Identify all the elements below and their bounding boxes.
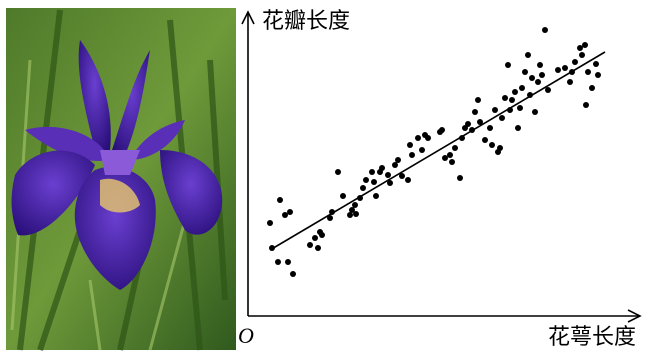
- data-point: [329, 209, 335, 215]
- data-point: [593, 61, 599, 67]
- data-point: [357, 195, 363, 201]
- data-point: [425, 135, 431, 141]
- data-point: [379, 165, 385, 171]
- data-point: [373, 193, 379, 199]
- data-point: [442, 155, 448, 161]
- data-point: [492, 107, 498, 113]
- data-point: [537, 62, 543, 68]
- data-point: [583, 102, 589, 108]
- data-point: [572, 59, 578, 65]
- data-point: [502, 95, 508, 101]
- data-point: [327, 215, 333, 221]
- fit-line: [270, 52, 605, 250]
- data-point: [542, 27, 548, 33]
- data-point: [312, 235, 318, 241]
- data-point: [387, 180, 393, 186]
- y-axis-label: 花瓣长度: [262, 9, 350, 34]
- data-point: [569, 69, 575, 75]
- data-point: [507, 107, 513, 113]
- data-point: [459, 135, 465, 141]
- data-point: [472, 109, 478, 115]
- data-point: [539, 72, 545, 78]
- data-point: [360, 185, 366, 191]
- data-point: [352, 202, 358, 208]
- data-point: [562, 65, 568, 71]
- data-point: [512, 89, 518, 95]
- data-point: [535, 79, 541, 85]
- data-point: [482, 137, 488, 143]
- data-point: [399, 173, 405, 179]
- data-point: [371, 179, 377, 185]
- data-point: [419, 147, 425, 153]
- data-point: [353, 211, 359, 217]
- data-point: [527, 92, 533, 98]
- data-point: [532, 109, 538, 115]
- figure-canvas: 花瓣长度 花萼长度 O: [0, 0, 664, 354]
- data-point: [315, 245, 321, 251]
- figure: 花瓣长度 花萼长度 O: [0, 0, 664, 354]
- data-point: [267, 220, 273, 226]
- data-point: [452, 145, 458, 151]
- data-point: [340, 193, 346, 199]
- data-point: [395, 157, 401, 163]
- data-point: [282, 212, 288, 218]
- data-point: [285, 259, 291, 265]
- data-point: [469, 127, 475, 133]
- data-point: [509, 97, 515, 103]
- data-point: [277, 197, 283, 203]
- data-point: [335, 169, 341, 175]
- data-point: [505, 62, 511, 68]
- data-point: [385, 172, 391, 178]
- iris-photo: [6, 8, 236, 350]
- data-point: [319, 232, 325, 238]
- data-point: [579, 52, 585, 58]
- data-point: [517, 105, 523, 111]
- data-point: [499, 115, 505, 121]
- data-point: [555, 67, 561, 73]
- data-point: [275, 259, 281, 265]
- data-point: [307, 242, 313, 248]
- data-point: [447, 152, 453, 158]
- data-point: [595, 72, 601, 78]
- data-point: [515, 125, 521, 131]
- data-point: [477, 119, 483, 125]
- data-point: [369, 169, 375, 175]
- data-point: [567, 79, 573, 85]
- data-point: [589, 85, 595, 91]
- data-point: [525, 52, 531, 58]
- data-point: [577, 45, 583, 51]
- data-point: [409, 152, 415, 158]
- data-point: [439, 127, 445, 133]
- data-point: [497, 145, 503, 151]
- data-point: [585, 69, 591, 75]
- data-point: [392, 162, 398, 168]
- data-point: [545, 87, 551, 93]
- data-point: [465, 121, 471, 127]
- data-point: [522, 69, 528, 75]
- data-point: [287, 209, 293, 215]
- origin-label: O: [238, 323, 254, 348]
- data-point: [407, 142, 413, 148]
- data-point: [363, 177, 369, 183]
- data-point: [449, 159, 455, 165]
- data-point: [519, 85, 525, 91]
- data-point: [475, 97, 481, 103]
- axes: [242, 12, 640, 322]
- data-point: [582, 42, 588, 48]
- x-axis-label: 花萼长度: [548, 325, 636, 350]
- data-point: [269, 245, 275, 251]
- data-point: [487, 125, 493, 131]
- data-point: [415, 135, 421, 141]
- data-point: [489, 142, 495, 148]
- data-point: [405, 177, 411, 183]
- data-point: [529, 75, 535, 81]
- data-point: [457, 175, 463, 181]
- data-point: [290, 271, 296, 277]
